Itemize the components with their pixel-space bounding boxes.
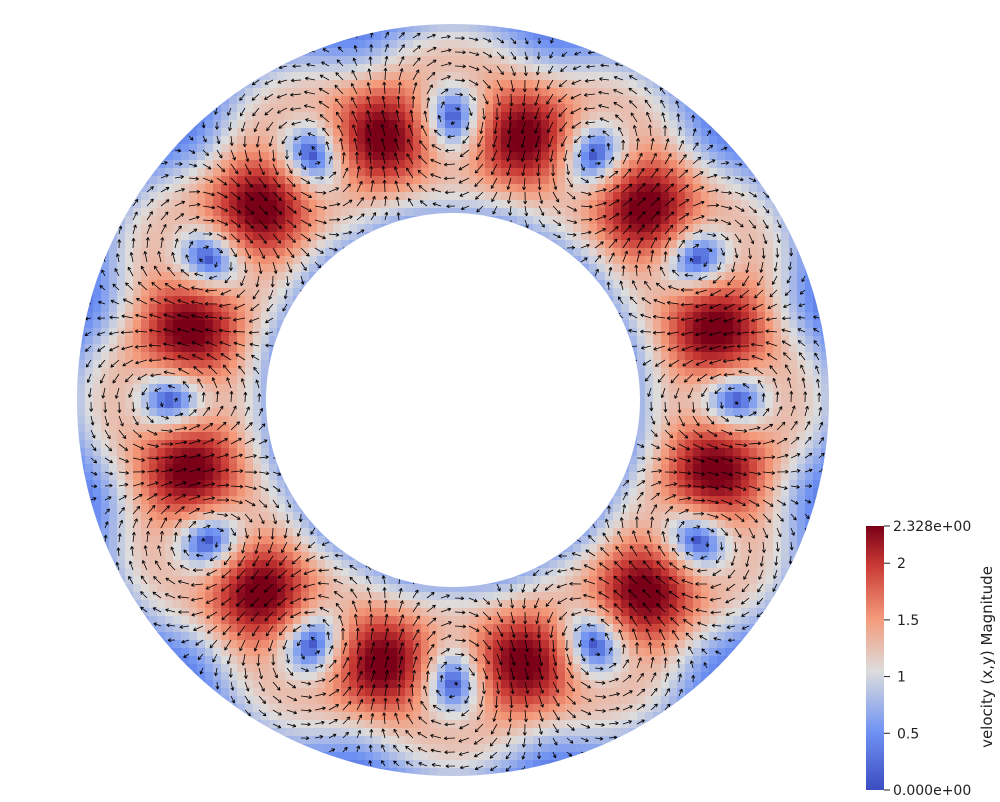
colorbar: 2.328e+00 0.000e+00 0.5 1 1.5 2 velocity (x… <box>866 519 996 799</box>
colorbar-tick-label: 1.5 <box>897 613 919 629</box>
colorbar-tick-label: 1 <box>897 670 906 686</box>
colorbar-tick-label: 2 <box>897 556 906 572</box>
colorbar-tick-label: 0.5 <box>897 726 919 742</box>
colorbar-ticks: 0.5 1 1.5 2 <box>884 556 919 742</box>
velocity-glyphs <box>84 31 825 772</box>
colorbar-max-label: 2.328e+00 <box>893 519 971 535</box>
colorbar-min-label: 0.000e+00 <box>893 783 971 799</box>
colorbar-title: velocity (x,y) Magnitude <box>978 566 996 748</box>
colorbar-gradient <box>866 526 884 790</box>
